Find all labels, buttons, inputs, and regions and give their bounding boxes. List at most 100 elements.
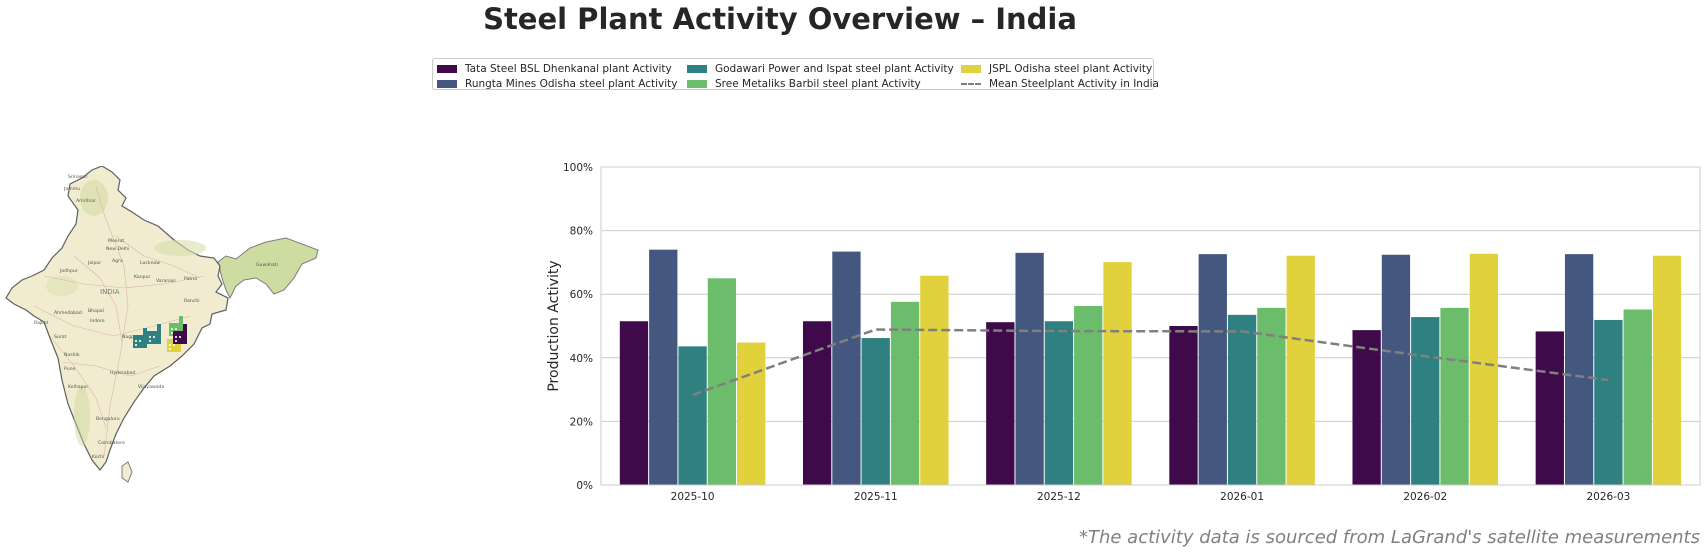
bar [1623, 309, 1652, 485]
chart-bars [619, 249, 1682, 485]
y-tick-label: 0% [576, 480, 593, 492]
map-city-label: Kolhapur [68, 384, 88, 390]
map-city-label: Hyderabad [110, 370, 135, 376]
bar [920, 275, 949, 485]
legend-entry: Sree Metaliks Barbil steel plant Activit… [687, 76, 921, 91]
x-tick-label: 2026-03 [1586, 491, 1630, 503]
bar [1564, 254, 1594, 485]
y-axis-label: Production Activity [546, 260, 562, 391]
bar [619, 321, 649, 485]
bar [1198, 254, 1227, 485]
legend-swatch [437, 79, 457, 88]
legend-entry: Tata Steel BSL Dhenkanal plant Activity [437, 61, 672, 76]
map-city-label: Surat [54, 334, 67, 340]
bar [1015, 252, 1044, 485]
bar [802, 321, 832, 485]
map-city-label: Ahmedabad [54, 310, 82, 316]
legend-swatch [437, 64, 457, 73]
bar [861, 338, 890, 485]
map-city-label: Bengaluru [96, 416, 120, 422]
x-tick-label: 2026-01 [1220, 491, 1264, 503]
legend-entry: JSPL Odisha steel plant Activity [961, 61, 1152, 76]
map-roads [33, 185, 205, 457]
legend-entry: Godawari Power and Ispat steel plant Act… [687, 61, 954, 76]
legend-label: Godawari Power and Ispat steel plant Act… [715, 62, 954, 75]
chart-legend: Tata Steel BSL Dhenkanal plant Activity R… [432, 58, 1159, 91]
bar [1440, 307, 1469, 485]
legend-label: JSPL Odisha steel plant Activity [989, 62, 1153, 75]
mean-activity-line [692, 328, 1609, 397]
map-city-label: Guwahati [256, 262, 278, 268]
map-city-label: Nagpur [122, 334, 139, 340]
y-tick-label: 20% [570, 416, 593, 428]
map-city-labels: Srinagar Jammu Amritsar Meerut New Delhi Jaip… [34, 174, 278, 460]
legend-entry: Mean Steelplant Activity in India [961, 76, 1159, 91]
map-city-label: Coimbatore [98, 440, 125, 446]
bar [678, 346, 707, 485]
bar [1381, 254, 1411, 485]
bar [1169, 326, 1198, 485]
legend-label: Mean Steelplant Activity in India [989, 77, 1159, 90]
map-city-label: Agra [112, 258, 123, 264]
x-tick-label: 2025-10 [671, 491, 715, 503]
bar [649, 249, 678, 485]
legend-swatch [961, 64, 981, 73]
bar [1103, 262, 1132, 485]
india-map-graphic: Srinagar Jammu Amritsar Meerut New Delhi Jaip… [5, 165, 319, 483]
y-tick-label: 40% [570, 353, 593, 365]
bar [1411, 317, 1440, 485]
x-tick-label: 2025-11 [854, 491, 898, 503]
map-city-label: Jaipur [87, 260, 101, 266]
bar [1594, 319, 1623, 485]
map-neighbour-east [217, 237, 319, 300]
bar [890, 301, 920, 485]
map-relief [80, 180, 108, 216]
x-tick-label: 2026-02 [1403, 491, 1447, 503]
bar [1652, 255, 1682, 485]
bar [1286, 255, 1315, 485]
legend-label: Rungta Mines Odisha steel plant Activity [465, 77, 678, 90]
map-relief [74, 386, 90, 446]
map-markers [133, 316, 187, 352]
legend-entry: Rungta Mines Odisha steel plant Activity [437, 76, 678, 91]
y-tick-label: 100% [563, 162, 593, 174]
map-city-label: New Delhi [106, 246, 129, 252]
map-city-label: Srinagar [68, 174, 88, 180]
map-city-label: Ranchi [184, 298, 200, 304]
bar [1535, 331, 1564, 485]
bar [986, 322, 1015, 485]
map-city-label: Patna [184, 276, 197, 282]
legend-swatch [687, 64, 707, 73]
map-city-label: Pune [64, 366, 76, 372]
map-city-label: Varanasi [156, 278, 176, 284]
legend-line-swatch [961, 82, 981, 85]
bar [832, 251, 861, 485]
factory-icon [147, 324, 161, 344]
india-map: Srinagar Jammu Amritsar Meerut New Delhi Jaip… [4, 165, 320, 486]
bar [1469, 253, 1499, 485]
map-city-label: Vijayawada [138, 384, 164, 390]
map-city-label: Kanpur [134, 274, 150, 280]
map-island [121, 461, 133, 483]
y-tick-label: 60% [570, 289, 593, 301]
bar [1044, 321, 1074, 485]
bar [737, 342, 766, 485]
y-tick-label: 80% [570, 226, 593, 238]
map-city-label: Indore [90, 318, 105, 324]
bar [1227, 314, 1257, 485]
map-city-label: Nashik [64, 352, 80, 358]
map-city-label: Jodhpur [59, 268, 78, 274]
map-country-label: INDIA [100, 288, 120, 296]
legend-label: Tata Steel BSL Dhenkanal plant Activity [465, 62, 672, 75]
map-city-label: Bhopal [88, 308, 104, 314]
data-source-footnote: *The activity data is sourced from LaGra… [1078, 527, 1700, 548]
bar [1074, 305, 1103, 485]
factory-icon [133, 328, 147, 348]
chart-grid [601, 166, 1700, 486]
bar [1352, 330, 1381, 485]
legend-swatch [687, 79, 707, 88]
plot-frame [600, 166, 1701, 486]
map-relief [154, 240, 206, 256]
map-city-label: Kochi [92, 454, 104, 460]
